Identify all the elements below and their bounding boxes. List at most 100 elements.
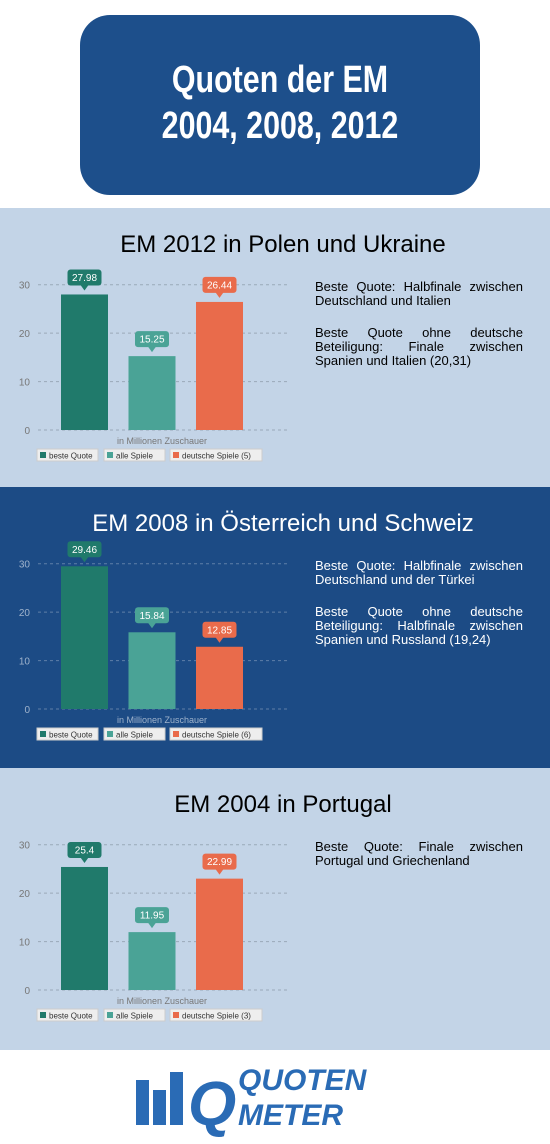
legend-label: alle Spiele — [116, 1012, 153, 1021]
value-label-pointer — [215, 637, 224, 643]
chart-section: EM 2004 in Portugal 0 10 20 30 25.4 beste Quot… — [0, 768, 550, 1050]
value-label: 15.84 — [139, 611, 164, 622]
value-label: 25.4 — [75, 845, 95, 856]
value-label-pointer — [148, 346, 156, 353]
legend-box — [169, 727, 263, 741]
value-label-bg — [135, 907, 169, 924]
legend-label: deutsche Spiele (5) — [182, 452, 251, 461]
value-label: 11.95 — [140, 911, 165, 922]
value-label-pointer — [80, 857, 89, 863]
value-label-bg — [67, 541, 102, 558]
logo-text: QUOTEN — [238, 1064, 368, 1097]
y-tick-label: 0 — [24, 986, 30, 997]
chart: EM 2008 in Österreich und Schweiz 0 10 20 30… — [19, 510, 474, 741]
legend-box — [169, 1008, 263, 1022]
legend-box — [169, 448, 263, 462]
bar — [128, 932, 176, 990]
legend-label: beste Quote — [49, 731, 93, 740]
y-tick-label: 10 — [19, 938, 31, 949]
chart-section: EM 2012 in Polen und Ukraine 0 10 20 30 27.98… — [0, 208, 550, 487]
legend-swatch — [173, 1012, 179, 1018]
y-tick-label: 10 — [19, 378, 31, 389]
bar — [61, 866, 108, 990]
legend-box — [103, 448, 166, 462]
y-tick-label: 0 — [24, 426, 30, 437]
value-label-pointer — [148, 622, 156, 629]
legend-label: alle Spiele — [116, 452, 153, 461]
title-line: 2004, 2008, 2012 — [161, 105, 399, 147]
value-label-bg — [202, 276, 237, 293]
value-label: 12.85 — [207, 625, 232, 636]
legend-box — [103, 1008, 166, 1022]
notes: Beste Quote: Finale zwischen Portugal un… — [315, 840, 523, 886]
legend-swatch — [173, 731, 179, 737]
value-label-pointer — [215, 292, 224, 298]
legend-swatch — [107, 1012, 113, 1018]
legend-box — [36, 448, 99, 462]
x-axis-label: in Millionen Zuschauer — [117, 715, 207, 725]
legend-swatch — [107, 731, 113, 737]
value-label-bg — [67, 841, 102, 858]
legend-swatch — [107, 452, 113, 458]
logo: Q QUOTEN METER — [136, 1064, 368, 1139]
value-label: 22.99 — [207, 857, 232, 868]
legend-swatch — [40, 731, 46, 737]
value-label-pointer — [215, 869, 224, 875]
value-label-bg — [135, 607, 169, 624]
value-label-pointer — [80, 556, 89, 563]
legend-label: deutsche Spiele (6) — [182, 731, 251, 740]
y-tick-label: 0 — [24, 705, 30, 716]
value-label: 26.44 — [207, 280, 232, 291]
logo-bar — [153, 1090, 166, 1125]
y-tick-label: 30 — [19, 841, 31, 852]
value-label-bg — [67, 269, 102, 286]
chart-section: EM 2008 in Österreich und Schweiz 0 10 20 30… — [0, 487, 550, 768]
y-tick-label: 30 — [19, 560, 31, 571]
legend-swatch — [40, 1012, 46, 1018]
chart: EM 2004 in Portugal 0 10 20 30 25.4 beste Quot… — [19, 791, 392, 1022]
value-label-pointer — [80, 284, 89, 291]
bar — [128, 632, 176, 709]
logo-text: METER — [238, 1099, 343, 1132]
bar — [61, 566, 108, 709]
footer: Q QUOTEN METER — [0, 1050, 550, 1144]
value-label-bg — [202, 621, 237, 638]
logo-q: Q — [188, 1070, 236, 1139]
note: Beste Quote: Halbfinale zwischen Deutsch… — [315, 279, 523, 308]
note: Beste Quote: Finale zwischen Portugal un… — [315, 839, 523, 868]
value-label: 27.98 — [72, 273, 97, 284]
legend-box — [103, 727, 166, 741]
y-tick-label: 20 — [19, 608, 31, 619]
title-line: Quoten der EM — [171, 59, 389, 101]
legend-label: deutsche Spiele (3) — [182, 1012, 251, 1021]
x-axis-label: in Millionen Zuschauer — [117, 436, 207, 446]
legend-box — [36, 727, 99, 741]
logo-bar — [136, 1080, 149, 1125]
title-banner: Quoten der EM 2004, 2008, 2012 — [80, 15, 480, 195]
header: Quoten der EM 2004, 2008, 2012 — [0, 0, 550, 208]
note: Beste Quote ohne deutsche Beteiligung: H… — [315, 604, 523, 647]
bar — [196, 646, 243, 709]
bar — [128, 356, 176, 430]
y-tick-label: 20 — [19, 329, 31, 340]
legend-label: alle Spiele — [116, 731, 153, 740]
x-axis-label: in Millionen Zuschauer — [117, 996, 207, 1006]
y-tick-label: 10 — [19, 657, 31, 668]
bar — [61, 294, 108, 430]
chart-title: EM 2008 in Österreich und Schweiz — [92, 510, 474, 537]
value-label-pointer — [148, 922, 156, 929]
bar — [196, 301, 243, 430]
y-tick-label: 20 — [19, 889, 31, 900]
legend-box — [36, 1008, 99, 1022]
note: Beste Quote ohne deutsche Beteiligung: F… — [315, 325, 523, 368]
chart-title: EM 2004 in Portugal — [174, 791, 391, 818]
value-label: 29.46 — [72, 545, 97, 556]
notes: Beste Quote: Halbfinale zwischen Deutsch… — [315, 280, 523, 386]
bar — [196, 878, 243, 990]
value-label-bg — [202, 853, 237, 870]
note: Beste Quote: Halbfinale zwischen Deutsch… — [315, 558, 523, 587]
value-label-bg — [135, 331, 169, 348]
notes: Beste Quote: Halbfinale zwischen Deutsch… — [315, 559, 523, 665]
logo-bar — [170, 1072, 183, 1125]
